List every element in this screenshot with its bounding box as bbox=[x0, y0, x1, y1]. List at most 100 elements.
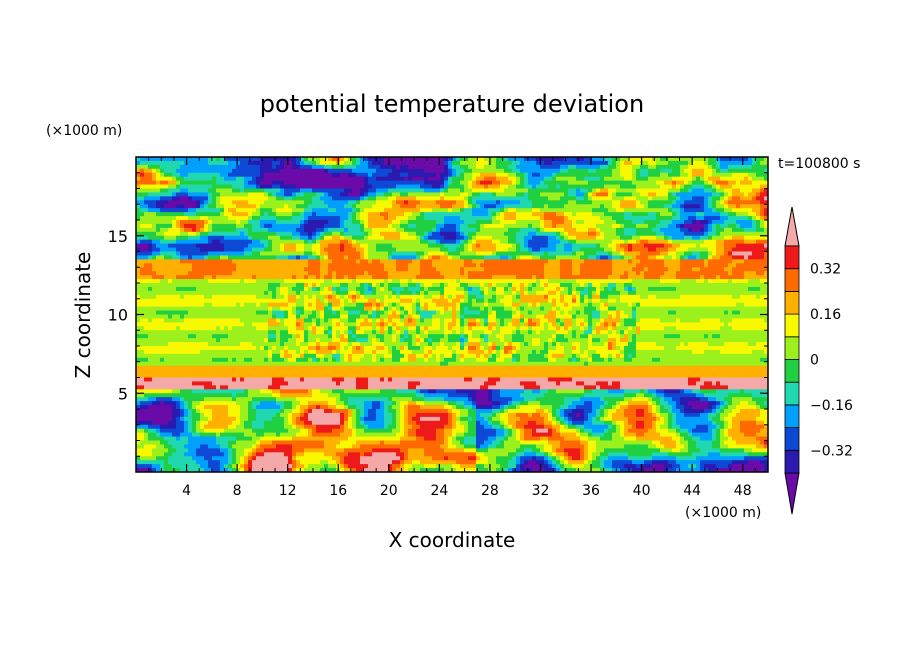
contour-cell bbox=[728, 223, 737, 229]
contour-cell bbox=[392, 412, 397, 418]
contour-cell bbox=[544, 176, 553, 182]
contour-cell bbox=[288, 326, 297, 331]
contour-cell bbox=[276, 397, 297, 402]
contour-cell bbox=[756, 172, 768, 178]
contour-cell bbox=[208, 204, 217, 209]
contour-cell bbox=[748, 452, 768, 457]
contour-cell bbox=[480, 290, 485, 296]
contour-cell bbox=[448, 172, 453, 178]
contour-cell bbox=[616, 227, 625, 233]
contour-cell bbox=[612, 464, 625, 469]
contour-cell bbox=[508, 412, 517, 418]
contour-cell bbox=[136, 184, 141, 190]
contour-cell bbox=[408, 448, 425, 453]
contour-cell bbox=[336, 460, 341, 465]
contour-cell bbox=[212, 409, 229, 414]
contour-cell bbox=[760, 192, 768, 197]
contour-cell bbox=[216, 326, 221, 331]
contour-cell bbox=[164, 444, 173, 449]
contour-cell bbox=[744, 432, 757, 438]
contour-cell bbox=[672, 405, 677, 410]
contour-cell bbox=[760, 200, 768, 205]
contour-cell bbox=[148, 243, 153, 249]
contour-cell bbox=[260, 302, 269, 308]
contour-cell bbox=[188, 192, 209, 197]
contour-cell bbox=[348, 239, 353, 245]
contour-cell bbox=[256, 448, 265, 453]
contour-cell bbox=[676, 456, 697, 461]
contour-cell bbox=[372, 172, 389, 178]
contour-cell bbox=[200, 247, 225, 253]
contour-cell bbox=[136, 460, 165, 465]
contour-cell bbox=[396, 346, 401, 351]
contour-cell bbox=[468, 239, 473, 245]
contour-cell bbox=[636, 432, 645, 438]
contour-cell bbox=[556, 290, 561, 296]
contour-cell bbox=[760, 294, 768, 300]
contour-cell bbox=[664, 389, 681, 394]
contour-cell bbox=[144, 436, 149, 442]
contour-cell bbox=[556, 286, 561, 292]
contour-cell bbox=[276, 338, 281, 343]
contour-cell bbox=[476, 243, 481, 249]
contour-cell bbox=[708, 255, 713, 260]
contour-cell bbox=[260, 164, 273, 170]
contour-cell bbox=[492, 275, 517, 280]
contour-cell bbox=[260, 223, 265, 229]
contour-cell bbox=[300, 346, 309, 351]
contour-cell bbox=[368, 409, 377, 414]
contour-cell bbox=[264, 448, 293, 453]
contour-cell bbox=[244, 389, 249, 394]
contour-cell bbox=[300, 290, 321, 296]
contour-cell bbox=[300, 255, 309, 260]
contour-cell bbox=[388, 326, 393, 331]
contour-cell bbox=[524, 172, 529, 178]
contour-cell bbox=[344, 353, 349, 359]
contour-cell bbox=[428, 231, 433, 237]
contour-cell bbox=[548, 294, 561, 300]
contour-cell bbox=[304, 220, 309, 225]
contour-cell bbox=[544, 220, 553, 225]
contour-cell bbox=[324, 223, 341, 229]
contour-cell bbox=[616, 405, 621, 410]
contour-cell bbox=[340, 464, 345, 469]
contour-cell bbox=[716, 239, 725, 245]
contour-cell bbox=[232, 259, 309, 264]
contour-cell bbox=[504, 346, 513, 351]
contour-cell bbox=[532, 412, 541, 418]
contour-cell bbox=[444, 306, 449, 312]
contour-cell bbox=[460, 416, 469, 422]
contour-cell bbox=[464, 444, 477, 449]
contour-cell bbox=[396, 416, 401, 422]
contour-cell bbox=[620, 243, 629, 249]
contour-cell bbox=[348, 409, 353, 414]
contour-cell bbox=[156, 231, 165, 237]
contour-cell bbox=[508, 401, 513, 406]
contour-cell bbox=[300, 220, 305, 225]
contour-cell bbox=[364, 286, 369, 292]
contour-cell bbox=[348, 200, 357, 205]
contour-cell bbox=[436, 389, 457, 394]
contour-cell bbox=[460, 231, 465, 237]
contour-cell bbox=[568, 310, 577, 316]
contour-cell bbox=[552, 322, 557, 327]
contour-cell bbox=[680, 204, 685, 209]
contour-cell bbox=[668, 452, 693, 457]
contour-cell bbox=[344, 298, 349, 304]
contour-cell bbox=[296, 160, 301, 166]
contour-cell bbox=[384, 440, 401, 446]
contour-cell bbox=[180, 188, 189, 194]
contour-cell bbox=[632, 357, 653, 363]
contour-cell bbox=[468, 456, 477, 461]
contour-cell bbox=[432, 227, 437, 233]
contour-cell bbox=[516, 164, 541, 170]
contour-cell bbox=[136, 322, 245, 327]
contour-cell bbox=[544, 393, 585, 398]
contour-cell bbox=[396, 412, 401, 418]
contour-cell bbox=[600, 412, 605, 418]
contour-cell bbox=[360, 227, 365, 233]
contour-cell bbox=[344, 231, 365, 237]
contour-cell bbox=[752, 220, 757, 225]
contour-cell bbox=[392, 346, 397, 351]
contour-cell bbox=[408, 346, 421, 351]
